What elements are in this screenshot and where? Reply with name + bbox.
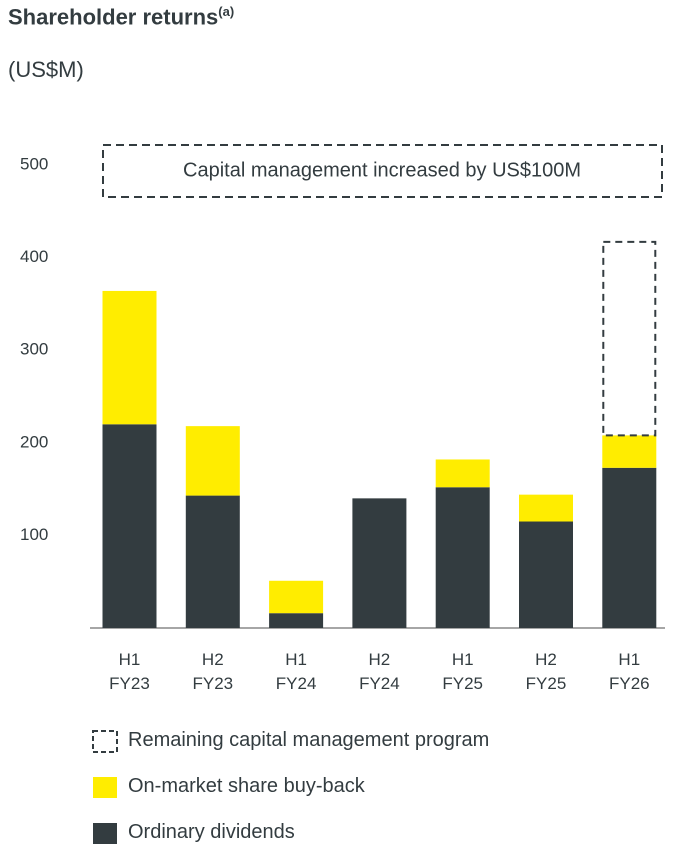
bar-segment xyxy=(519,494,573,522)
bar-segment xyxy=(519,521,573,628)
annotation-box xyxy=(102,144,663,198)
x-tick-label: H1 FY25 xyxy=(442,650,483,693)
y-tick-label: 200 xyxy=(20,432,48,451)
x-tick-label: H2 FY23 xyxy=(192,650,234,693)
y-tick-label: 500 xyxy=(20,154,48,173)
x-tick-label: H1 FY26 xyxy=(608,650,650,693)
y-tick-label: 100 xyxy=(20,525,48,544)
bar-segment xyxy=(102,424,157,628)
bar-segment xyxy=(352,498,407,628)
bar-segment xyxy=(102,290,157,425)
legend-label: On-market share buy-back xyxy=(128,775,365,797)
annotation: Capital management increased by US$100M xyxy=(183,159,581,181)
bar-segment xyxy=(602,435,657,468)
x-tick-label: H2 FY25 xyxy=(525,650,567,693)
legend-swatch xyxy=(93,823,117,844)
legend-label: Ordinary dividends xyxy=(128,821,295,843)
y-tick-label: 300 xyxy=(20,340,48,359)
x-tick-label: H1 FY23 xyxy=(109,650,150,693)
chart-subtitle: (US$M) xyxy=(8,57,84,82)
bar-segment xyxy=(602,467,657,628)
legend-swatch xyxy=(93,777,117,798)
bar-segment xyxy=(269,580,324,614)
bar-segment xyxy=(185,426,240,496)
bar-segment xyxy=(185,495,240,628)
bar-segment xyxy=(269,613,324,628)
chart-title: Shareholder returns xyxy=(8,4,219,30)
x-tick-label: H1 FY24 xyxy=(275,650,317,693)
bar-segment xyxy=(602,240,657,437)
title-note: (a) xyxy=(218,4,235,19)
bar-segment xyxy=(435,487,490,628)
legend-label: Remaining capital management program xyxy=(128,729,490,751)
x-tick-label: H2 FY24 xyxy=(359,650,400,693)
bar-segment xyxy=(435,459,490,488)
legend-swatch xyxy=(92,730,118,753)
chart-title-block: Shareholder returns(a) xyxy=(8,4,234,30)
y-tick-label: 400 xyxy=(20,247,48,266)
